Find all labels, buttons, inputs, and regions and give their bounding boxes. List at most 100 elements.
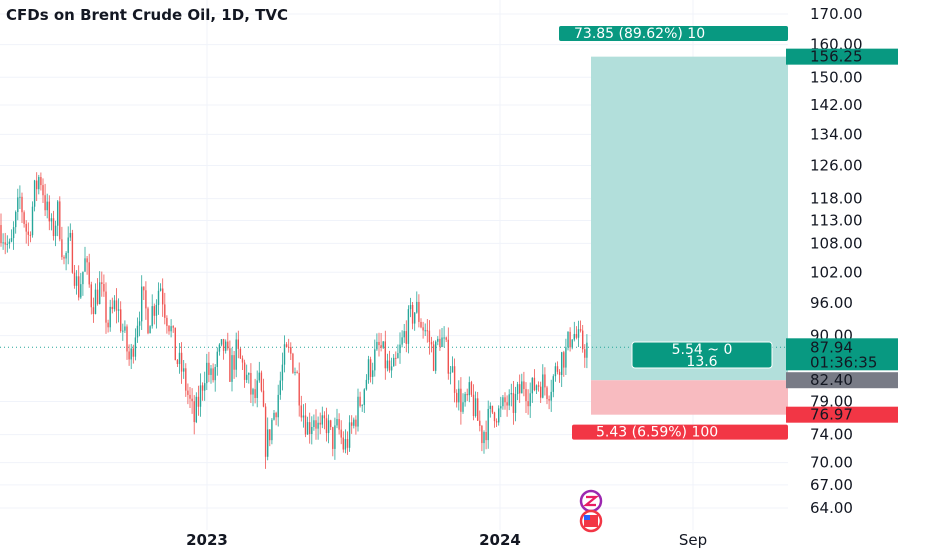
candle-body xyxy=(231,355,233,382)
target-price-text: 156.25 xyxy=(810,48,863,66)
candle-body xyxy=(424,330,426,332)
candle-body xyxy=(82,271,84,285)
candle-body xyxy=(535,385,538,391)
candle-body xyxy=(506,402,508,406)
candle-body xyxy=(533,377,536,391)
candle-body xyxy=(582,330,584,350)
candle-body xyxy=(138,321,141,326)
candle-body xyxy=(258,372,260,381)
candle-body xyxy=(227,341,229,349)
candle-body xyxy=(521,381,523,394)
candle-body xyxy=(523,381,525,390)
candle-body xyxy=(466,393,468,396)
price-tick-label: 96.00 xyxy=(810,294,853,312)
candle-body xyxy=(42,185,44,196)
loss-label-badge[interactable]: 5.43 (6.59%) 100 xyxy=(572,424,788,441)
current-price-text: 87.94 xyxy=(810,338,853,356)
candle-body xyxy=(216,351,218,367)
candle-body xyxy=(453,366,456,393)
candle-body xyxy=(586,342,588,358)
candle-body xyxy=(414,312,416,324)
price-tick-label: 134.00 xyxy=(810,125,863,143)
stop-price-text: 76.97 xyxy=(810,406,853,424)
time-tick-label: Sep xyxy=(679,531,707,549)
candle-body xyxy=(191,398,193,402)
profit-zone[interactable] xyxy=(591,56,788,381)
current-price-badge: 87.94 01:36:35 xyxy=(786,338,898,371)
candle-body xyxy=(285,344,288,347)
price-tick-label: 108.00 xyxy=(810,234,863,252)
candle-body xyxy=(319,422,321,425)
candle-body xyxy=(491,405,494,413)
candle-body xyxy=(556,366,559,372)
candle-body xyxy=(382,341,384,348)
candle-body xyxy=(162,288,164,305)
candle-body xyxy=(544,374,546,388)
risk-reward-badge[interactable]: 5.54 ~ 0 13.6 xyxy=(631,341,773,370)
candle-body xyxy=(430,342,433,345)
candle-body xyxy=(99,282,101,304)
candle-body xyxy=(365,379,368,390)
candle-body xyxy=(558,371,561,375)
candle-body xyxy=(208,362,210,375)
candle-body xyxy=(472,394,475,417)
candle-body xyxy=(426,330,428,332)
us-economic-event-icon[interactable] xyxy=(579,509,603,533)
candle-body xyxy=(327,420,330,434)
news-event-icon[interactable] xyxy=(579,489,603,513)
price-axis[interactable]: 170.00160.00150.00142.00134.00126.00118.… xyxy=(810,5,863,517)
candle-body xyxy=(443,337,445,339)
candle-body xyxy=(474,398,477,417)
candle-body xyxy=(54,225,57,237)
candle-body xyxy=(571,339,573,348)
position-zones[interactable] xyxy=(591,56,788,415)
candle-body xyxy=(378,341,380,346)
candle-body xyxy=(197,396,200,407)
time-axis[interactable]: 2023 2024 Sep xyxy=(186,531,707,549)
loss-zone[interactable] xyxy=(591,380,788,415)
candle-body xyxy=(428,330,431,343)
candle-body xyxy=(470,382,473,395)
current-price-bg xyxy=(786,338,898,371)
candle-body xyxy=(563,352,565,368)
candle-body xyxy=(342,437,344,450)
candle-body xyxy=(267,429,269,457)
candle-body xyxy=(407,309,410,344)
candle-body xyxy=(2,242,4,244)
candle-body xyxy=(277,394,279,418)
candle-body xyxy=(229,348,231,382)
candle-body xyxy=(363,389,365,405)
candle-body xyxy=(302,415,305,418)
candle-body xyxy=(367,359,370,380)
candle-body xyxy=(353,419,355,426)
stop-price-badge: 76.97 xyxy=(786,406,898,424)
price-tick-label: 70.00 xyxy=(810,454,853,472)
candle-body xyxy=(445,337,447,340)
entry-price-text: 82.40 xyxy=(810,371,853,389)
candle-body xyxy=(220,339,223,345)
price-tick-label: 79.00 xyxy=(810,393,853,411)
candle-body xyxy=(529,393,531,407)
candle-body xyxy=(451,366,454,373)
profit-label-badge[interactable]: 73.85 (89.62%) 10 xyxy=(559,26,788,42)
candle-body xyxy=(21,196,23,213)
candle-body xyxy=(214,366,216,381)
candle-body xyxy=(460,388,462,412)
candle-body xyxy=(403,331,405,338)
candle-body xyxy=(281,364,284,381)
candle-body xyxy=(525,389,527,402)
candle-body xyxy=(29,234,32,236)
candle-body xyxy=(462,402,464,412)
candle-body xyxy=(325,418,328,434)
candle-body xyxy=(155,304,158,316)
candle-body xyxy=(374,349,376,371)
candle-body xyxy=(418,301,420,322)
candle-body xyxy=(420,321,422,328)
candle-body xyxy=(166,317,168,326)
price-tick-label: 67.00 xyxy=(810,476,853,494)
candle-body xyxy=(359,396,361,406)
candle-body xyxy=(271,419,273,441)
price-tick-label: 142.00 xyxy=(810,96,863,114)
candle-body xyxy=(23,212,25,224)
